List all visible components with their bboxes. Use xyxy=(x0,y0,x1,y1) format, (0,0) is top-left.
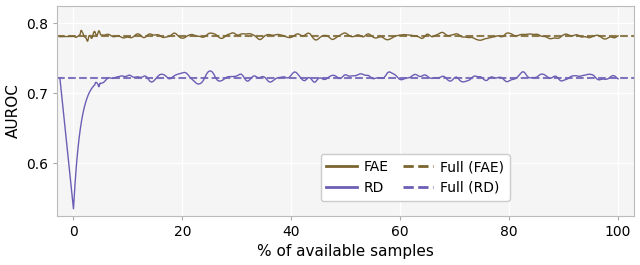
Y-axis label: AUROC: AUROC xyxy=(6,83,20,138)
X-axis label: % of available samples: % of available samples xyxy=(257,244,434,259)
Legend: FAE, RD, Full (FAE), Full (RD): FAE, RD, Full (FAE), Full (RD) xyxy=(321,154,509,201)
